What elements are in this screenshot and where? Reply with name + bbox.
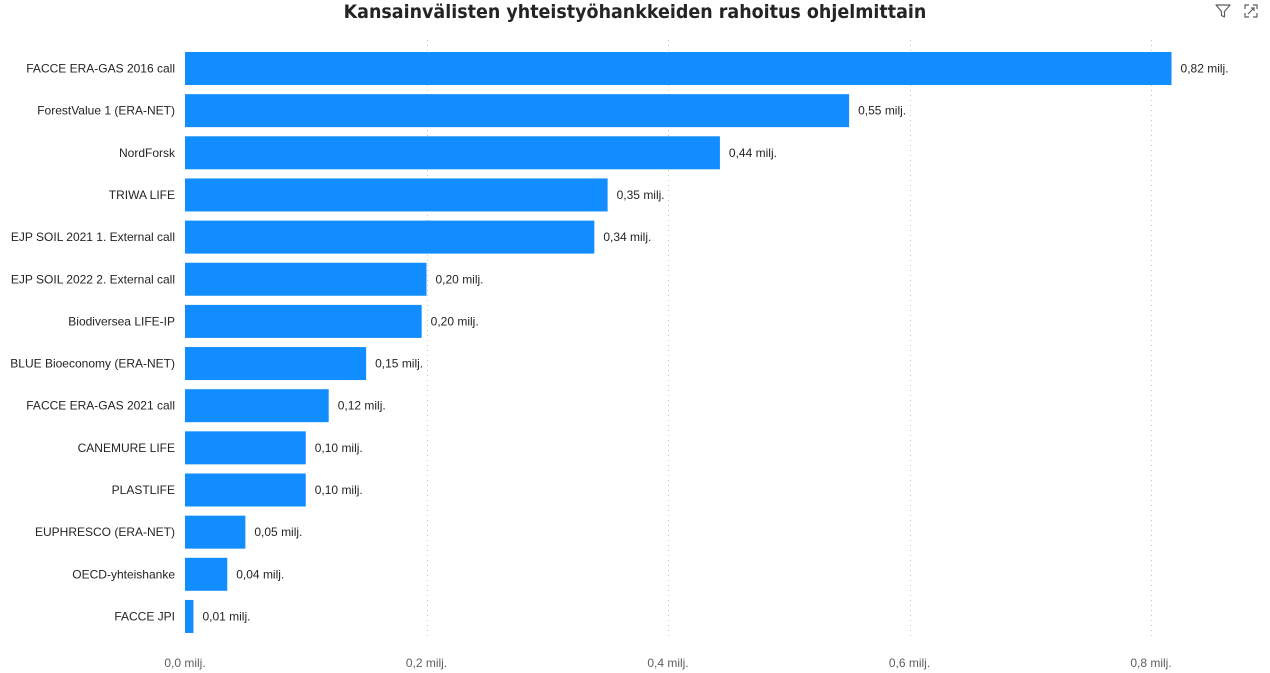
bar[interactable] <box>185 557 228 591</box>
data-label: 0,82 milj. <box>1181 62 1229 76</box>
data-label: 0,04 milj. <box>236 567 284 581</box>
bar[interactable] <box>185 431 306 465</box>
data-label: 0,55 milj. <box>858 104 906 118</box>
category-label: FACCE ERA-GAS 2016 call <box>26 62 175 76</box>
focus-mode-icon[interactable] <box>1242 2 1260 20</box>
data-labels: 0,82 milj. 0,55 milj. 0,44 milj. 0,35 milj.… <box>202 62 1228 624</box>
data-label: 0,20 milj. <box>436 272 484 286</box>
category-label: TRIWA LIFE <box>109 188 175 202</box>
category-label: PLASTLIFE <box>112 483 175 497</box>
data-label: 0,10 milj. <box>315 441 363 455</box>
bar[interactable] <box>185 136 720 170</box>
x-tick-label: 0,6 milj. <box>889 656 930 670</box>
category-label: BLUE Bioeconomy (ERA-NET) <box>10 357 175 371</box>
bar[interactable] <box>185 599 194 633</box>
bar[interactable] <box>185 389 329 423</box>
category-label: FACCE ERA-GAS 2021 call <box>26 399 175 413</box>
data-label: 0,10 milj. <box>315 483 363 497</box>
data-label: 0,20 milj. <box>431 314 479 328</box>
data-label: 0,15 milj. <box>375 357 423 371</box>
bar[interactable] <box>185 262 427 296</box>
category-label: EJP SOIL 2021 1. External call <box>11 230 175 244</box>
x-tick-label: 0,0 milj. <box>164 656 205 670</box>
x-tick-label: 0,8 milj. <box>1130 656 1171 670</box>
bar[interactable] <box>185 347 367 381</box>
category-label: EUPHRESCO (ERA-NET) <box>35 525 175 539</box>
bar[interactable] <box>185 304 422 338</box>
filter-icon[interactable] <box>1214 2 1232 20</box>
category-label: Biodiversea LIFE-IP <box>68 314 175 328</box>
category-label: CANEMURE LIFE <box>78 441 175 455</box>
bar[interactable] <box>185 473 306 507</box>
bar[interactable] <box>185 52 1172 85</box>
bar[interactable] <box>185 94 850 128</box>
data-label: 0,44 milj. <box>729 146 777 160</box>
data-label: 0,12 milj. <box>338 399 386 413</box>
data-label: 0,01 milj. <box>202 609 250 623</box>
category-label: FACCE JPI <box>114 609 175 623</box>
bar[interactable] <box>185 515 246 549</box>
x-tick-label: 0,4 milj. <box>647 656 688 670</box>
data-label: 0,35 milj. <box>617 188 665 202</box>
gridlines <box>427 40 1152 640</box>
bar[interactable] <box>185 220 595 254</box>
chart-title: Kansainvälisten yhteistyöhankkeiden raho… <box>343 1 927 23</box>
x-axis-ticks: 0,0 milj. 0,2 milj. 0,4 milj. 0,6 milj. 0,8 … <box>164 656 1171 670</box>
data-label: 0,05 milj. <box>254 525 302 539</box>
category-label: ForestValue 1 (ERA-NET) <box>37 104 175 118</box>
bars <box>185 52 1172 633</box>
category-labels: FACCE ERA-GAS 2016 call ForestValue 1 (ER… <box>10 62 176 624</box>
data-label: 0,34 milj. <box>603 230 651 244</box>
x-tick-label: 0,2 milj. <box>406 656 447 670</box>
category-label: NordForsk <box>119 146 176 160</box>
category-label: OECD-yhteishanke <box>72 567 175 581</box>
visual-header-icons <box>1214 2 1260 20</box>
bar[interactable] <box>185 178 608 212</box>
category-label: EJP SOIL 2022 2. External call <box>11 272 175 286</box>
